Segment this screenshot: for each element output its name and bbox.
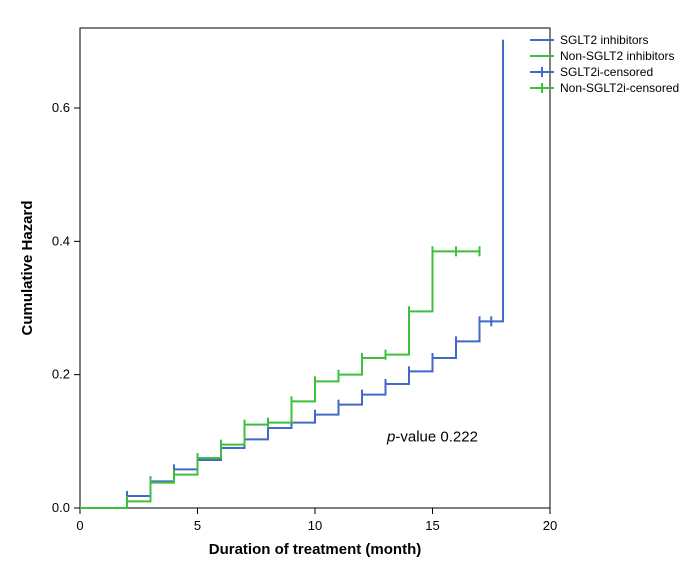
legend-label: SGLT2i-censored xyxy=(560,65,653,79)
y-axis-title: Cumulative Hazard xyxy=(19,200,36,335)
hazard-chart: 0 5 10 15 20 Duration of treatment (month) 0.0… xyxy=(0,0,696,578)
plot-frame xyxy=(80,28,550,508)
y-tick-label: 0.4 xyxy=(52,233,70,248)
y-tick-label: 0.0 xyxy=(52,500,70,515)
legend-label: Non-SGLT2 inhibitors xyxy=(560,49,675,63)
x-tick-label: 20 xyxy=(543,518,557,533)
x-tick-label: 0 xyxy=(76,518,83,533)
x-tick-label: 15 xyxy=(425,518,439,533)
p-value-annotation: p-value 0.222 xyxy=(386,428,478,445)
chart-svg: 0 5 10 15 20 Duration of treatment (month) 0.0… xyxy=(0,0,696,578)
legend-label: SGLT2 inhibitors xyxy=(560,33,648,47)
y-tick-label: 0.2 xyxy=(52,367,70,382)
legend-label: Non-SGLT2i-censored xyxy=(560,81,679,95)
series-1 xyxy=(80,251,480,508)
x-tick-label: 5 xyxy=(194,518,201,533)
x-tick-label: 10 xyxy=(308,518,322,533)
x-axis-title: Duration of treatment (month) xyxy=(209,541,421,558)
y-tick-label: 0.6 xyxy=(52,100,70,115)
